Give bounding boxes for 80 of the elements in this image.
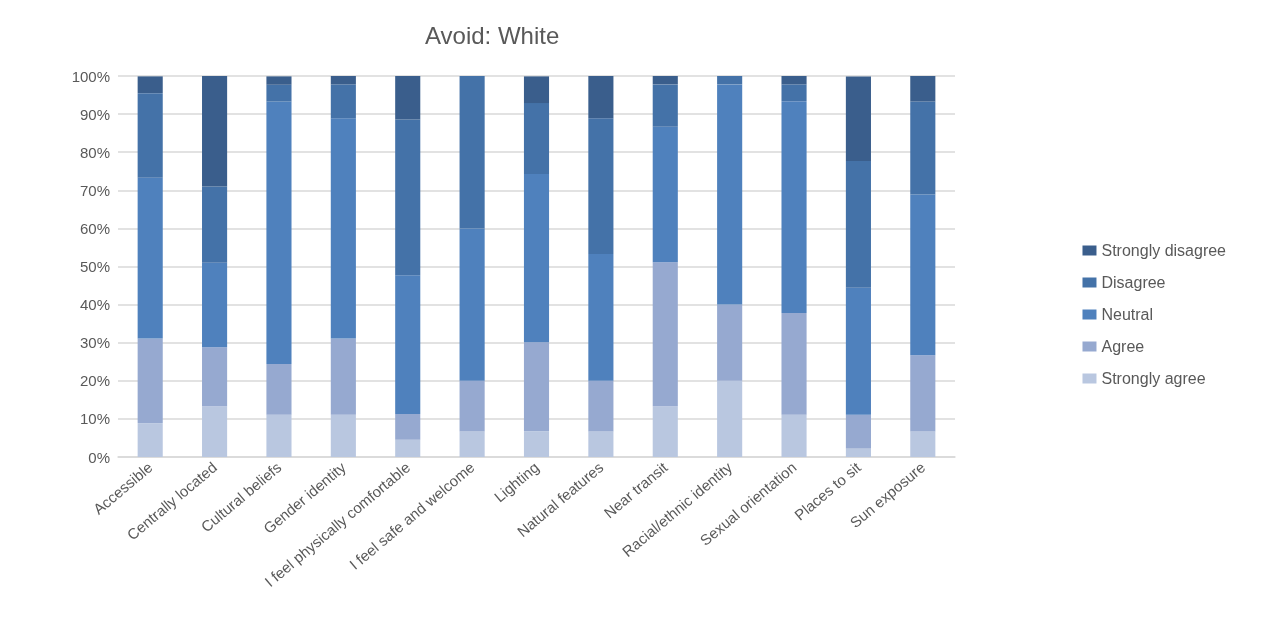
legend-label: Strongly disagree <box>1101 242 1227 259</box>
legend-label: Strongly agree <box>1101 370 1206 387</box>
bar <box>459 76 485 229</box>
bar <box>395 76 421 120</box>
bar <box>717 76 743 85</box>
bar <box>523 103 550 174</box>
bar <box>266 84 292 102</box>
y-tick-label: 50% <box>79 258 110 275</box>
y-tick-label: 100% <box>71 67 110 85</box>
bar <box>845 414 871 449</box>
bar <box>202 406 228 457</box>
bar <box>845 287 871 415</box>
bar <box>202 262 228 348</box>
bar <box>395 439 421 457</box>
bar <box>781 414 807 457</box>
y-tick-label: 90% <box>79 105 110 123</box>
y-tick-label: 20% <box>79 372 110 390</box>
bar <box>781 84 807 102</box>
bar <box>523 173 550 343</box>
bar <box>652 262 678 407</box>
y-tick-label: 0% <box>88 448 110 466</box>
legend-label: Agree <box>1101 338 1145 355</box>
bar <box>781 76 807 85</box>
bar <box>910 101 936 195</box>
bar <box>137 93 163 178</box>
bar <box>588 380 614 432</box>
bar <box>845 76 871 161</box>
bar <box>717 84 743 305</box>
bar <box>717 380 743 457</box>
bar <box>588 118 614 254</box>
bar <box>330 76 356 85</box>
bar <box>459 380 485 432</box>
bar <box>330 118 356 339</box>
bar <box>588 253 614 381</box>
bar <box>330 84 356 119</box>
bar <box>202 76 228 187</box>
legend-label: Disagree <box>1101 274 1166 291</box>
bar <box>266 364 292 415</box>
bar <box>588 431 614 457</box>
chart-title: Avoid: White <box>425 21 560 49</box>
bar <box>523 76 550 104</box>
bar <box>330 414 356 457</box>
bar <box>459 228 485 381</box>
bar <box>652 406 678 457</box>
bar <box>781 312 807 415</box>
legend-label: Neutral <box>1101 306 1154 323</box>
bar <box>459 431 485 457</box>
bar <box>395 413 421 440</box>
bar <box>137 423 163 457</box>
y-tick-label: 70% <box>79 181 110 199</box>
bar <box>266 76 292 85</box>
bar <box>523 342 550 432</box>
bar <box>266 414 292 457</box>
bar <box>845 448 871 457</box>
bar <box>845 160 871 288</box>
bar <box>137 338 163 424</box>
bar <box>781 101 807 313</box>
y-tick-label: 60% <box>79 219 110 237</box>
bar <box>266 101 292 365</box>
bar <box>137 76 163 94</box>
bar <box>137 177 163 339</box>
bar <box>910 355 936 432</box>
y-tick-label: 10% <box>79 410 110 428</box>
bar <box>202 347 228 407</box>
bar <box>330 338 356 415</box>
bar <box>652 126 678 263</box>
bar <box>395 275 421 414</box>
bar <box>910 431 936 457</box>
bar <box>395 119 421 276</box>
y-tick-label: 30% <box>79 334 110 352</box>
bar <box>910 76 936 102</box>
bar <box>588 76 614 119</box>
bar <box>652 76 678 85</box>
bar <box>717 304 743 381</box>
bar <box>652 84 678 127</box>
bar <box>202 186 228 263</box>
bar <box>910 194 936 356</box>
y-tick-label: 80% <box>79 143 110 161</box>
y-tick-label: 40% <box>79 296 110 314</box>
bar <box>523 431 550 457</box>
